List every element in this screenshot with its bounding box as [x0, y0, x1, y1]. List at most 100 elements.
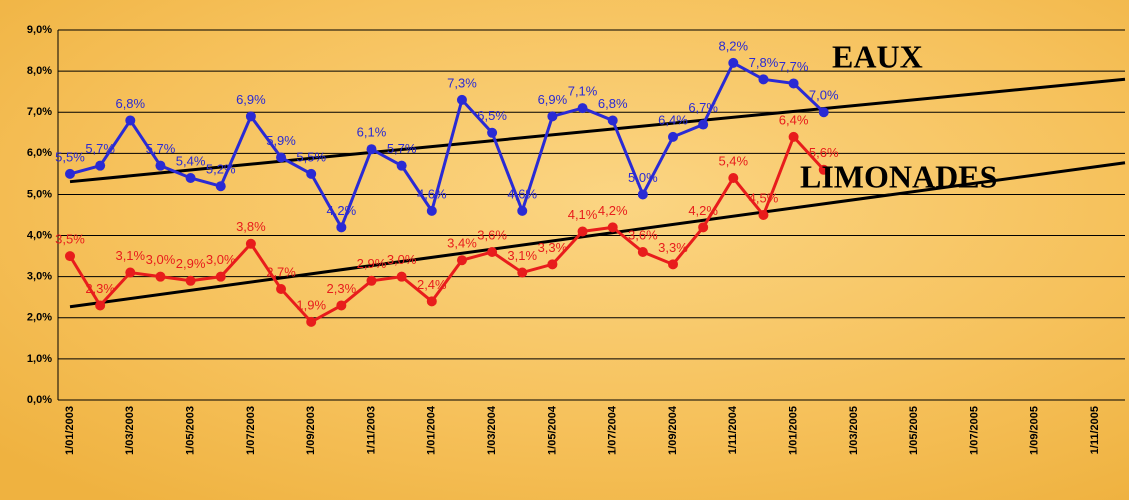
x-tick-label: 1/11/2003 [365, 406, 377, 454]
x-tick-label: 1/01/2003 [64, 406, 76, 455]
data-label: 3,0% [146, 252, 176, 267]
data-point [637, 189, 648, 200]
data-label: 4,2% [598, 203, 628, 218]
data-label: 5,4% [718, 153, 748, 168]
data-label: 2,3% [327, 281, 357, 296]
data-label: 3,3% [658, 240, 688, 255]
trend-line [69, 161, 1126, 309]
data-point [547, 111, 558, 122]
data-point [245, 238, 256, 249]
y-tick-label: 0,0% [27, 394, 52, 406]
data-label: 4,2% [688, 203, 718, 218]
data-label: 5,2% [206, 162, 236, 177]
data-point [215, 271, 226, 282]
data-label: 5,0% [628, 170, 658, 185]
data-label: 6,4% [658, 112, 688, 127]
x-tick-label: 1/05/2003 [185, 406, 197, 455]
data-point [95, 300, 106, 311]
data-point [607, 115, 618, 126]
data-label: 2,9% [176, 256, 206, 271]
data-point [517, 205, 528, 216]
data-label: 3,3% [538, 240, 568, 255]
x-tick-label: 1/11/2004 [727, 405, 739, 454]
y-tick-label: 3,0% [27, 271, 52, 283]
data-point [366, 275, 377, 286]
x-tick-label: 1/09/2004 [667, 405, 679, 455]
data-label: 5,5% [296, 149, 326, 164]
data-point [668, 259, 678, 270]
data-label: 3,8% [236, 219, 266, 234]
data-label: 6,1% [357, 125, 387, 140]
data-label: 5,5% [55, 149, 85, 164]
data-point [487, 127, 498, 138]
data-point [517, 267, 528, 278]
data-label: 6,7% [688, 100, 718, 115]
data-label: 6,8% [598, 96, 628, 111]
data-point [215, 181, 226, 192]
x-tick-label: 1/07/2004 [607, 405, 619, 455]
data-label: 7,3% [447, 75, 477, 90]
data-point [637, 247, 648, 257]
data-point [818, 164, 829, 175]
data-label: 5,7% [85, 141, 115, 156]
data-point [95, 160, 106, 171]
data-point [336, 222, 347, 233]
data-point [426, 296, 437, 307]
data-label: 5,7% [146, 141, 176, 156]
data-point [65, 168, 75, 179]
data-label: 5,7% [387, 141, 417, 156]
data-point [155, 271, 166, 282]
data-label: 5,6% [809, 145, 839, 160]
x-tick-label: 1/05/2005 [908, 406, 920, 455]
data-label: 3,4% [447, 236, 477, 251]
x-tick-label: 1/03/2004 [486, 405, 498, 455]
data-point [456, 94, 467, 105]
x-tick-label: 1/09/2005 [1029, 406, 1041, 455]
data-label: 4,6% [417, 186, 447, 201]
data-label: 2,4% [417, 277, 447, 292]
data-point [788, 131, 799, 142]
data-point [698, 222, 709, 233]
x-tick-label: 1/01/2004 [426, 405, 438, 455]
data-label: 7,7% [779, 59, 809, 74]
data-label: 6,9% [538, 92, 568, 107]
annotation: EAUX [832, 38, 923, 74]
data-label: 3,5% [55, 232, 85, 247]
x-tick-label: 1/07/2005 [968, 406, 980, 455]
data-point [185, 173, 196, 183]
data-point [728, 173, 739, 183]
trend-line [69, 77, 1126, 184]
data-label: 6,9% [236, 92, 266, 107]
data-label: 3,6% [477, 227, 507, 242]
data-label: 2,3% [85, 281, 115, 296]
data-label: 5,4% [176, 153, 206, 168]
data-label: 4,1% [568, 207, 598, 222]
data-point [125, 267, 136, 278]
data-point [698, 119, 709, 130]
data-label: 3,0% [387, 252, 417, 267]
data-point [577, 103, 588, 114]
data-label: 6,8% [115, 96, 145, 111]
data-point [276, 152, 287, 163]
y-tick-label: 6,0% [27, 147, 52, 159]
y-tick-label: 1,0% [27, 353, 52, 365]
data-label: 8,2% [718, 38, 748, 53]
data-point [758, 210, 769, 220]
data-point [276, 284, 287, 294]
data-label: 5,9% [266, 133, 296, 148]
data-point [818, 107, 829, 118]
x-tick-label: 1/09/2003 [305, 406, 317, 455]
data-point [547, 259, 558, 270]
data-point [125, 115, 136, 126]
data-label: 7,1% [568, 84, 598, 99]
data-label: 3,0% [206, 252, 236, 267]
data-point [728, 57, 739, 68]
x-tick-label: 1/11/2005 [1089, 406, 1101, 454]
data-point [306, 316, 317, 327]
data-point [487, 247, 498, 257]
series-line [69, 60, 825, 231]
x-tick-label: 1/07/2003 [245, 406, 257, 455]
data-label: 4,5% [749, 190, 779, 205]
x-tick-label: 1/03/2005 [848, 406, 860, 455]
